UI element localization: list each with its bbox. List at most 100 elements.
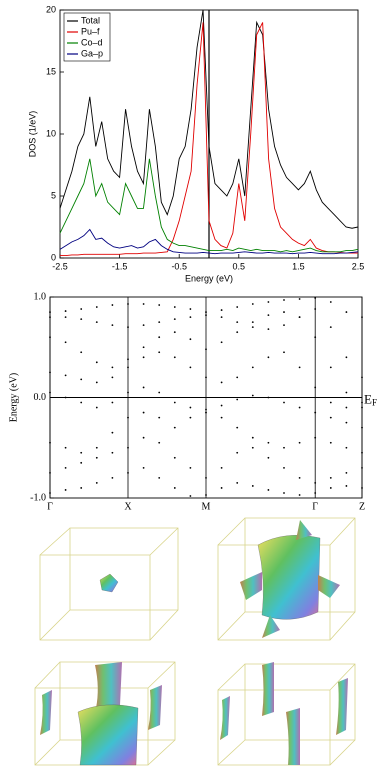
y-tick-label: 1.0	[34, 291, 47, 302]
band-point	[174, 487, 176, 489]
band-point	[361, 487, 363, 489]
band-point	[361, 407, 363, 409]
band-point	[221, 309, 223, 311]
band-point	[361, 402, 363, 404]
x-tick-label: 1.5	[292, 261, 305, 271]
band-point	[80, 351, 82, 353]
band-point	[268, 301, 270, 303]
band-point	[190, 417, 192, 419]
band-point	[205, 494, 207, 496]
band-point	[314, 412, 316, 414]
band-point	[174, 306, 176, 308]
band-point	[361, 377, 363, 379]
band-point	[143, 412, 145, 414]
band-point	[330, 402, 332, 404]
band-point	[158, 417, 160, 419]
band-point	[330, 477, 332, 479]
band-point	[143, 346, 145, 348]
legend-label: Total	[81, 15, 100, 25]
band-point	[361, 316, 363, 318]
band-point	[96, 321, 98, 323]
x-tick-label: Z	[359, 501, 365, 512]
band-point	[268, 356, 270, 358]
band-point	[314, 387, 316, 389]
band-point	[112, 377, 114, 379]
band-point	[221, 382, 223, 384]
band-point	[96, 482, 98, 484]
band-point	[127, 447, 129, 449]
fermi-surface-1	[40, 528, 178, 640]
x-tick-label: M	[202, 501, 211, 512]
band-point	[361, 427, 363, 429]
band-point	[80, 487, 82, 489]
band-point	[330, 326, 332, 328]
band-point	[158, 336, 160, 338]
y-axis-label: DOS (1/eV)	[27, 111, 37, 158]
band-point	[283, 324, 285, 326]
band-point	[112, 452, 114, 454]
band-point	[112, 304, 114, 306]
band-point	[236, 427, 238, 429]
band-point	[112, 432, 114, 434]
band-point	[127, 303, 129, 305]
band-point	[80, 379, 82, 381]
band-point	[112, 477, 114, 479]
band-point	[49, 392, 51, 394]
band-point	[236, 452, 238, 454]
band-point	[205, 377, 207, 379]
band-point	[346, 407, 348, 409]
band-point	[143, 324, 145, 326]
x-tick-label: Γ	[47, 501, 53, 512]
band-point	[49, 371, 51, 373]
band-point	[205, 477, 207, 479]
band-point	[346, 447, 348, 449]
band-point	[96, 447, 98, 449]
band-point	[221, 341, 223, 343]
x-tick-label: -0.5	[171, 261, 187, 271]
x-tick-label: -1.5	[112, 261, 128, 271]
band-point	[268, 397, 270, 399]
band-point	[127, 358, 129, 360]
band-point	[314, 297, 316, 299]
band-point	[174, 356, 176, 358]
band-point	[252, 366, 254, 368]
band-point	[80, 402, 82, 404]
band-point	[205, 314, 207, 316]
band-point	[268, 314, 270, 316]
band-point	[190, 338, 192, 340]
band-point	[112, 324, 114, 326]
band-point	[314, 336, 316, 338]
band-point	[299, 298, 301, 300]
band-point	[236, 306, 238, 308]
band-point	[330, 487, 332, 489]
band-point	[65, 316, 67, 318]
band-point	[143, 437, 145, 439]
band-point	[268, 489, 270, 491]
band-point	[283, 467, 285, 469]
band-point	[190, 495, 192, 497]
band-point	[127, 326, 129, 328]
band-point	[252, 303, 254, 305]
band-point	[252, 395, 254, 397]
band-point	[158, 321, 160, 323]
band-point	[112, 402, 114, 404]
band-point	[127, 366, 129, 368]
y-tick-label: 15	[46, 66, 56, 76]
x-tick-label: -2.5	[52, 261, 68, 271]
band-point	[252, 447, 254, 449]
band-point	[283, 492, 285, 494]
figure: 05101520-2.5-1.5-0.50.51.52.5Energy (eV)…	[0, 0, 378, 769]
band-point	[205, 409, 207, 411]
band-point	[346, 311, 348, 313]
band-point	[158, 351, 160, 353]
band-point	[252, 485, 254, 487]
band-point	[283, 299, 285, 301]
band-point	[80, 308, 82, 310]
band-point	[330, 442, 332, 444]
band-point	[330, 366, 332, 368]
band-point	[49, 442, 51, 444]
band-point	[127, 417, 129, 419]
band-point	[96, 407, 98, 409]
band-point	[65, 310, 67, 312]
